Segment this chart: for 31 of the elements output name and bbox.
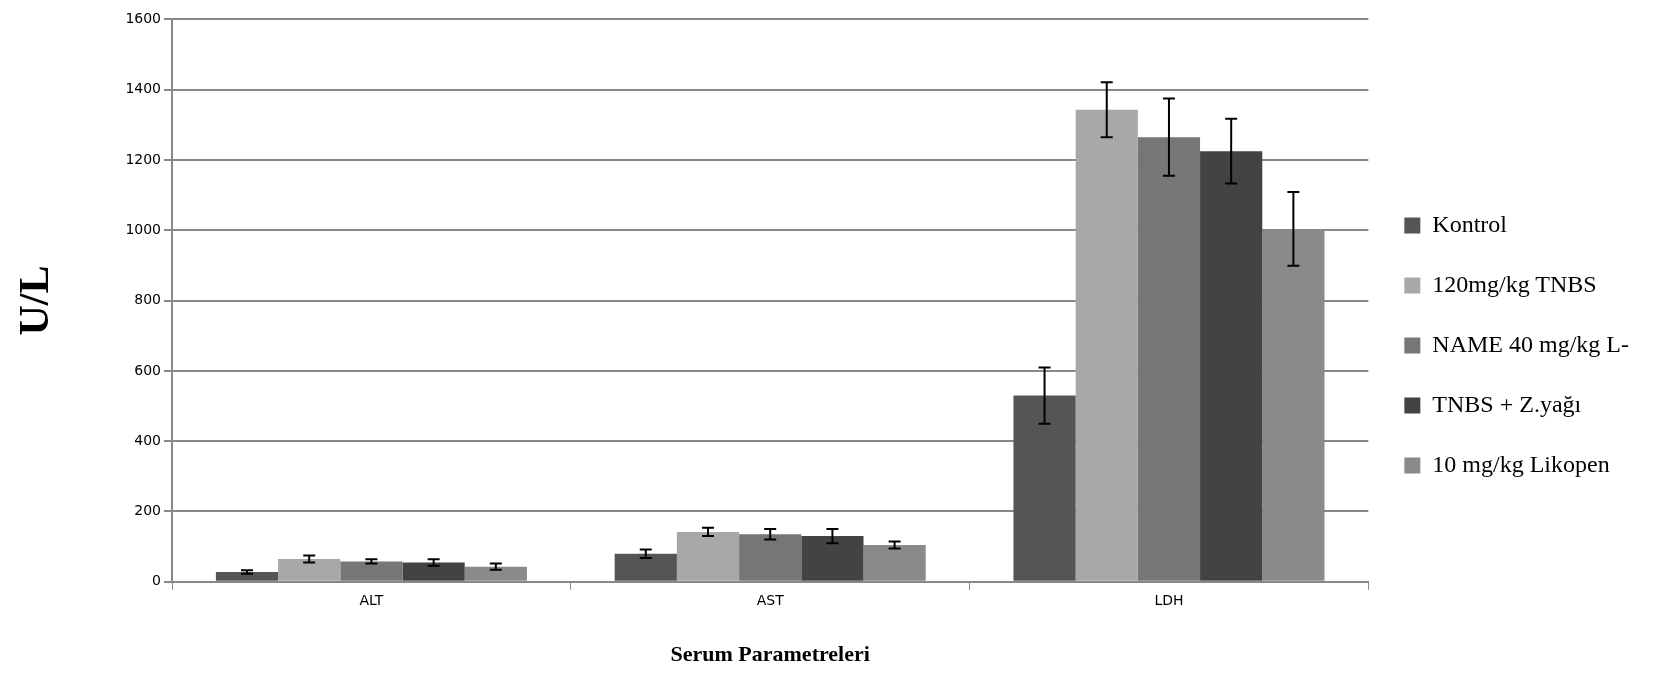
y-tick-label: 0 (152, 572, 162, 589)
legend-label: 10 mg/kg Likopen (1432, 450, 1610, 477)
y-tick-label: 400 (134, 431, 162, 448)
legend-label: 120mg/kg TNBS (1432, 270, 1597, 297)
bar (1200, 151, 1263, 581)
y-tick-label: 600 (134, 361, 162, 378)
y-tick-label: 1600 (125, 10, 162, 27)
x-axis-title: Serum Parametreleri (670, 641, 870, 667)
y-axis-title: U/L (11, 265, 58, 336)
bar (215, 571, 279, 581)
x-tick-label: AST (756, 591, 785, 608)
bar (1075, 109, 1138, 581)
x-tick-label: LDH (1154, 591, 1184, 608)
legend-label: Kontrol (1432, 210, 1508, 237)
legend-label: TNBS + Z.yağı (1432, 390, 1582, 417)
y-tick-label: 200 (134, 502, 162, 519)
y-tick-label: 1000 (125, 220, 162, 237)
bar (1137, 137, 1201, 581)
x-tick-label: ALT (359, 591, 384, 608)
bar (614, 553, 677, 581)
y-tick-label: 800 (134, 291, 162, 308)
bar (278, 558, 341, 581)
legend-label: NAME 40 mg/kg L- (1432, 330, 1630, 357)
bar (340, 561, 403, 581)
bar (801, 536, 864, 581)
bar (1013, 395, 1076, 581)
bar (676, 531, 740, 581)
y-tick-label: 1400 (125, 80, 162, 97)
y-tick-label: 1200 (125, 150, 162, 167)
bar (402, 562, 465, 581)
bar (739, 534, 802, 581)
